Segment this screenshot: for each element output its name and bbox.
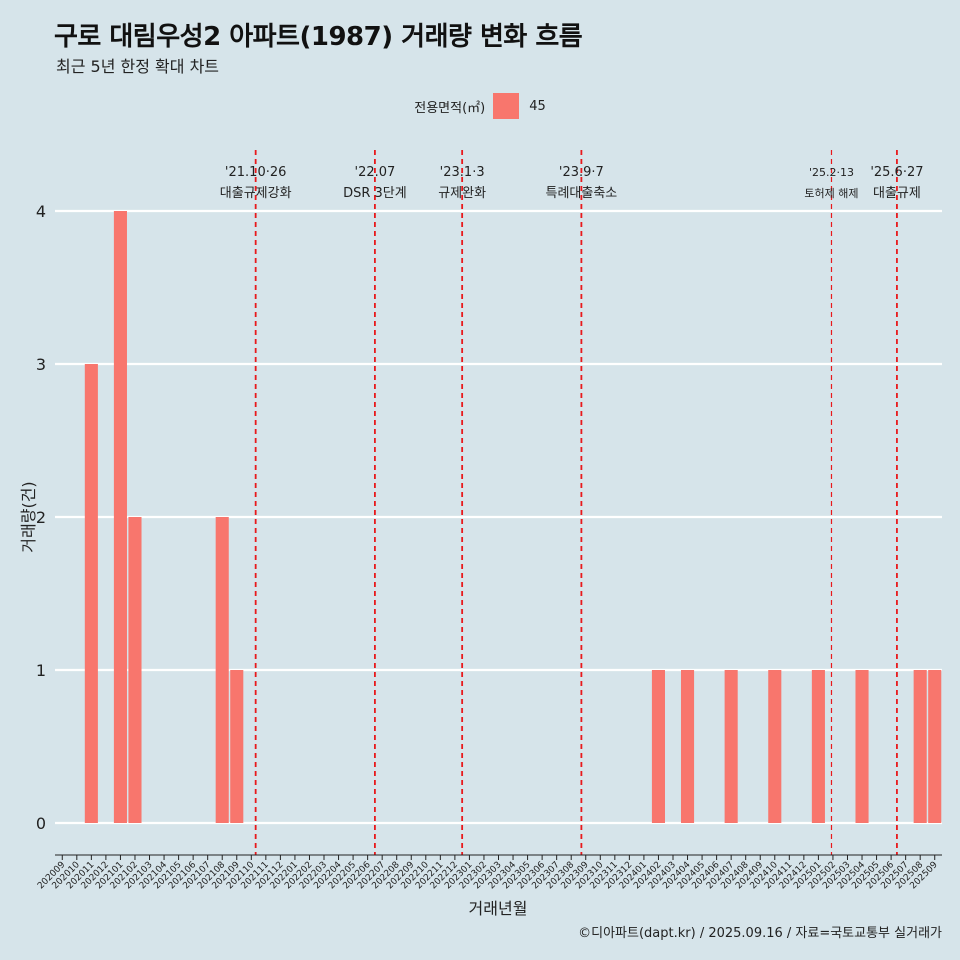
bar-202402: [651, 670, 665, 823]
event-label-6: 대출규제: [873, 186, 921, 201]
bar-202508: [913, 670, 927, 823]
event-lines: '21.10·26 대출규제강화 '22.07 DSR 3단계 '23.1·3 규제완화 '…: [220, 150, 924, 855]
bar-202102: [128, 517, 142, 823]
bar-202509: [928, 670, 942, 823]
event-date-2: '22.07: [355, 165, 396, 180]
x-axis: 2020092020102020112020122021012021022021…: [36, 854, 942, 891]
event-label-3: 규제완화: [438, 186, 486, 201]
gridlines: [55, 209, 942, 825]
bar-202407: [724, 670, 738, 823]
event-label-5: 토허제 해제: [804, 186, 858, 200]
event-date-1: '21.10·26: [225, 165, 286, 180]
event-label-1: 대출규제강화: [220, 186, 292, 201]
legend: 전용면적(㎡) 45: [0, 93, 960, 119]
legend-title: 전용면적(㎡): [414, 100, 486, 116]
bars: [84, 211, 942, 823]
y-tick-label-1: 1: [36, 661, 46, 680]
chart-title: 구로 대림우성2 아파트(1987) 거래량 변화 흐름: [54, 22, 583, 52]
y-tick-label-3: 3: [36, 355, 46, 374]
bar-202109: [230, 670, 244, 823]
bar-202101: [113, 211, 127, 823]
y-tick-label-4: 4: [36, 202, 46, 221]
bar-202410: [768, 670, 782, 823]
y-axis-title: 거래량(건): [19, 481, 38, 552]
bar-202108: [215, 517, 229, 823]
bar-202404: [680, 670, 695, 823]
bar-202501: [811, 670, 825, 823]
bar-202011: [84, 364, 98, 823]
bar-202504: [855, 670, 869, 823]
event-date-5: '25.2·13: [809, 166, 854, 179]
chart-subtitle: 최근 5년 한정 확대 차트: [56, 57, 220, 76]
event-date-6: '25.6·27: [870, 165, 923, 180]
event-date-4: '23.9·7: [559, 165, 604, 180]
y-tick-label-2: 2: [36, 508, 46, 527]
event-label-4: 특례대출축소: [546, 186, 618, 201]
x-axis-title: 거래년월: [469, 899, 528, 918]
y-axis: 0 1 2 3 4: [36, 202, 46, 833]
legend-swatch: [493, 93, 520, 119]
legend-label: 45: [529, 98, 546, 114]
event-label-2: DSR 3단계: [343, 186, 407, 201]
event-date-3: '23.1·3: [440, 165, 485, 180]
y-tick-label-0: 0: [36, 814, 46, 833]
source-caption: ©디아파트(dapt.kr) / 2025.09.16 / 자료=국토교통부 실…: [578, 926, 942, 941]
